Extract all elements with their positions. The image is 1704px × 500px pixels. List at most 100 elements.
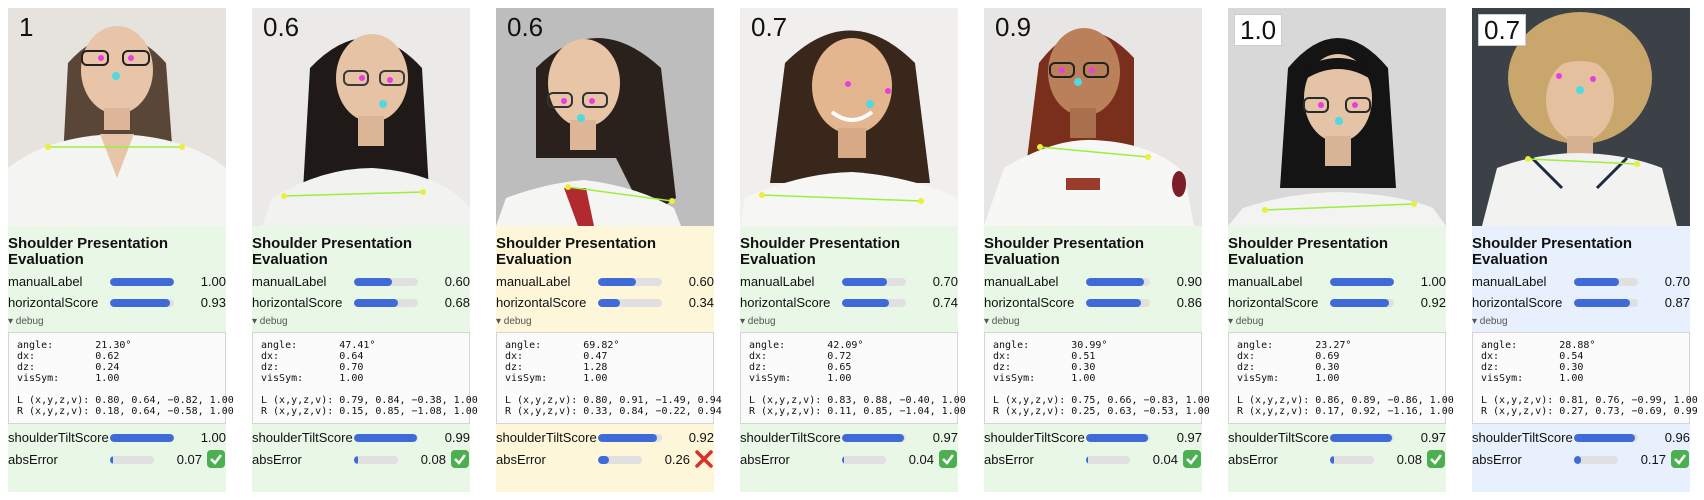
debug-dx: dx: 0.69 — [1237, 351, 1340, 362]
metric-value: 0.07 — [176, 452, 202, 467]
metric-bar — [842, 278, 906, 286]
metric-bar — [110, 278, 174, 286]
debug-right: R (x,y,z,v): 0.17, 0.92, −1.16, 1.00 — [1237, 406, 1454, 417]
metric-value: 0.87 — [1664, 295, 1690, 310]
shoulder-point-right — [918, 198, 924, 204]
horizontal-score-row: horizontalScore 0.92 — [1228, 294, 1446, 312]
metric-bar-fill — [598, 434, 657, 442]
metric-name: absError — [252, 452, 302, 467]
debug-toggle[interactable]: ▾ debug — [252, 316, 288, 327]
metric-bar — [354, 456, 398, 464]
metric-bar-fill — [1086, 299, 1142, 307]
debug-toggle[interactable]: ▾ debug — [740, 316, 776, 327]
section-title: Shoulder Presentation Evaluation — [496, 235, 657, 268]
metric-bar-fill — [354, 456, 358, 464]
debug-toggle[interactable]: ▾ debug — [496, 316, 532, 327]
debug-toggle[interactable]: ▾ debug — [984, 316, 1020, 327]
eye-point — [98, 55, 104, 61]
shoulder-line — [283, 191, 424, 197]
debug-toggle[interactable]: ▾ debug — [1228, 316, 1264, 327]
metric-bar-fill — [598, 456, 610, 464]
evaluation-panel: Shoulder Presentation Evaluation manualL… — [252, 226, 478, 492]
debug-left: L (x,y,z,v): 0.86, 0.89, −0.86, 1.00 — [1237, 395, 1454, 406]
check-icon — [1427, 450, 1445, 468]
metric-bar-fill — [842, 434, 905, 442]
debug-dz: dz: 0.30 — [993, 362, 1096, 373]
score-label: 0.7 — [1478, 14, 1527, 46]
debug-right: R (x,y,z,v): 0.11, 0.85, −1.04, 1.00 — [749, 406, 966, 417]
metric-bar-fill — [842, 278, 887, 286]
debug-dz: dz: 0.30 — [1481, 362, 1584, 373]
debug-left: L (x,y,z,v): 0.75, 0.66, −0.83, 1.00 — [993, 395, 1210, 406]
manual-label-row: manualLabel 1.00 — [8, 273, 226, 291]
section-title: Shoulder Presentation Evaluation — [8, 235, 169, 268]
shoulder-point-left — [281, 193, 287, 199]
debug-dx: dx: 0.72 — [749, 351, 852, 362]
metric-value: 0.60 — [444, 274, 470, 289]
nose-point — [1576, 86, 1584, 94]
abs-error-row: absError 0.26 — [496, 450, 714, 469]
check-icon — [207, 450, 225, 468]
eval-card: 1 Shoulder Presentation Evaluation manua… — [8, 8, 234, 492]
cross-icon — [695, 450, 713, 468]
debug-dz: dz: 0.65 — [749, 362, 852, 373]
metric-bar — [1330, 299, 1394, 307]
metric-name: horizontalScore — [496, 295, 587, 310]
metric-bar — [1086, 299, 1150, 307]
debug-angle: angle: 69.82° — [505, 340, 620, 351]
metric-name: shoulderTiltScore — [496, 430, 597, 445]
metric-bar — [598, 456, 642, 464]
check-icon — [1183, 450, 1201, 468]
nose-point — [379, 100, 387, 108]
debug-angle: angle: 28.88° — [1481, 340, 1596, 351]
metric-bar-fill — [1330, 456, 1334, 464]
shoulder-tilt-row: shoulderTiltScore 0.96 — [1472, 429, 1690, 447]
metric-bar — [110, 434, 174, 442]
debug-left: L (x,y,z,v): 0.80, 0.64, −0.82, 1.00 — [17, 395, 234, 406]
eye-point — [561, 98, 567, 104]
eval-card: 0.6 Shoulder Presentation Evaluation man… — [496, 8, 722, 492]
debug-panel: angle: 30.99° dx: 0.51 dz: 0.30 visSym: … — [984, 332, 1210, 424]
metric-name: shoulderTiltScore — [252, 430, 353, 445]
score-label: 0.9 — [995, 12, 1032, 42]
debug-dx: dx: 0.51 — [993, 351, 1096, 362]
debug-toggle[interactable]: ▾ debug — [8, 316, 44, 327]
nose-point — [1074, 78, 1082, 86]
pose-overlay — [1262, 102, 1417, 213]
metric-bar-fill — [110, 278, 174, 286]
debug-toggle[interactable]: ▾ debug — [1472, 316, 1508, 327]
debug-dx: dx: 0.47 — [505, 351, 608, 362]
debug-angle: angle: 42.09° — [749, 340, 864, 351]
metric-bar-fill — [1574, 456, 1582, 464]
score-label: 0.6 — [507, 12, 544, 42]
metric-name: horizontalScore — [984, 295, 1075, 310]
shoulder-point-right — [179, 144, 185, 150]
eval-card: 0.7 Shoulder Presentation Evaluation man… — [1472, 8, 1698, 492]
evaluation-panel: Shoulder Presentation Evaluation manualL… — [984, 226, 1210, 492]
debug-panel: angle: 47.41° dx: 0.64 dz: 0.70 visSym: … — [252, 332, 478, 424]
evaluation-panel: Shoulder Presentation Evaluation manualL… — [8, 226, 234, 492]
metric-bar — [842, 456, 886, 464]
metric-bar — [1086, 434, 1150, 442]
metric-name: horizontalScore — [740, 295, 831, 310]
metric-value: 0.17 — [1640, 452, 1666, 467]
shoulder-tilt-row: shoulderTiltScore 0.99 — [252, 429, 470, 447]
metric-bar-fill — [598, 299, 620, 307]
debug-panel: angle: 23.27° dx: 0.69 dz: 0.30 visSym: … — [1228, 332, 1454, 424]
pose-overlay — [1525, 73, 1640, 167]
metric-value: 0.96 — [1664, 430, 1690, 445]
metric-value: 0.70 — [932, 274, 958, 289]
metric-value: 0.92 — [688, 430, 714, 445]
debug-right: R (x,y,z,v): 0.27, 0.73, −0.69, 0.99 — [1481, 406, 1698, 417]
shoulder-line — [761, 194, 922, 202]
metric-bar-fill — [1330, 299, 1389, 307]
metric-name: manualLabel — [496, 274, 571, 289]
debug-dz: dz: 0.30 — [1237, 362, 1340, 373]
shoulder-point-right — [1145, 154, 1151, 160]
metric-name: manualLabel — [1228, 274, 1303, 289]
shoulder-point-left — [45, 144, 51, 150]
metric-bar-fill — [110, 434, 174, 442]
metric-value: 0.08 — [1396, 452, 1422, 467]
evaluation-panel: Shoulder Presentation Evaluation manualL… — [1472, 226, 1698, 492]
horizontal-score-row: horizontalScore 0.68 — [252, 294, 470, 312]
